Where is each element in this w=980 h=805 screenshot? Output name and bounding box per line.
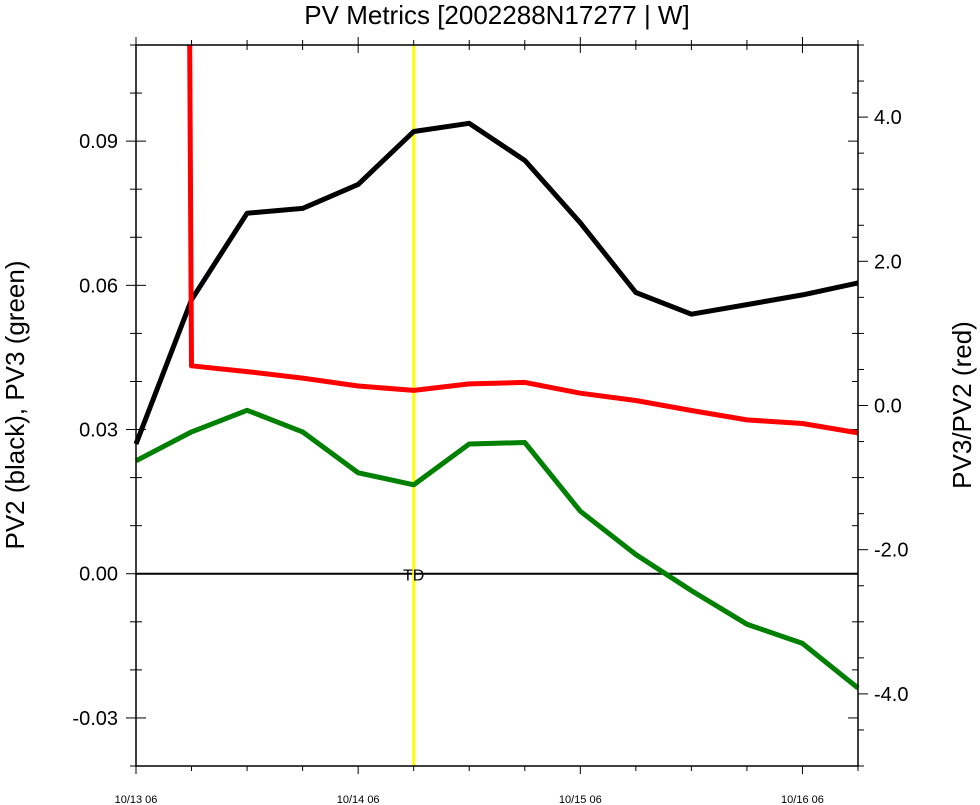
td-annotation: TD	[403, 568, 424, 585]
left-tick-label: 0.09	[79, 131, 118, 153]
right-tick-label: -2.0	[874, 540, 908, 562]
left-tick-label: 0.06	[79, 275, 118, 297]
pv3-green-line	[134, 407, 860, 691]
ratio-red-line	[187, 44, 859, 436]
x-tick-label: 10/15 06	[559, 794, 602, 805]
right-axis-label: PV3/PV2 (red)	[947, 321, 977, 489]
left-tick-label: 0.03	[79, 420, 118, 442]
x-tick-label: 10/14 06	[337, 794, 380, 805]
left-axis-label: PV2 (black), PV3 (green)	[0, 260, 30, 549]
left-tick-label: -0.03	[72, 708, 118, 730]
plot-frame	[135, 44, 859, 767]
x-tick-label: 10/16 06	[781, 794, 824, 805]
right-tick-label: 4.0	[874, 107, 902, 129]
right-tick-label: 0.0	[874, 396, 902, 418]
chart-title: PV Metrics [2002288N17277 | W]	[304, 0, 689, 30]
right-tick-label: 2.0	[874, 251, 902, 273]
pv2-black-line	[133, 120, 859, 445]
x-tick-label: 10/13 06	[115, 794, 158, 805]
right-tick-label: -4.0	[874, 684, 908, 706]
plot-area: -0.03 0.00 0.03 0.06 0.09 -4.0 -2.0 0.0 2.0 4.0 10…	[72, 37, 908, 805]
left-tick-label: 0.00	[79, 564, 118, 586]
